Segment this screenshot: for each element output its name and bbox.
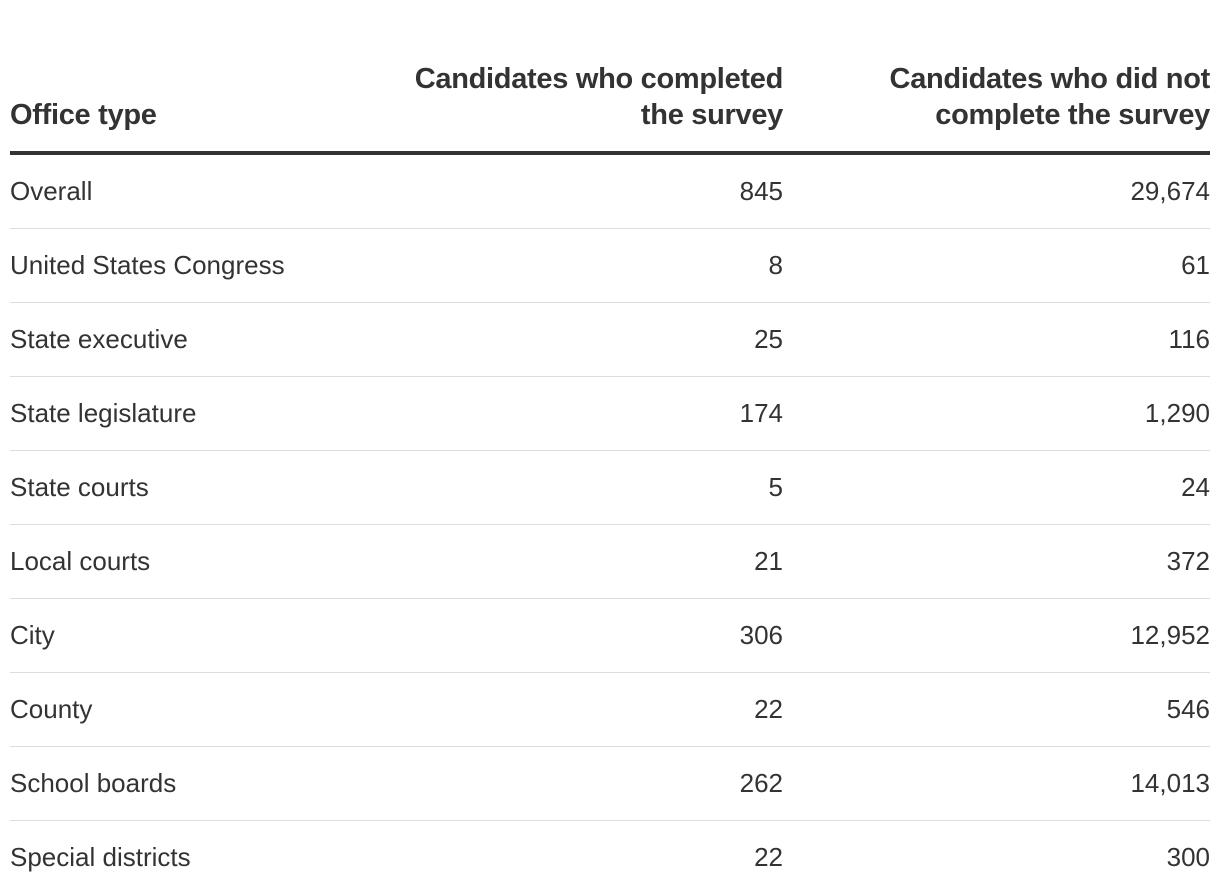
office-type-cell: City <box>10 599 390 673</box>
completed-count-cell: 306 <box>390 599 783 673</box>
completed-count-cell: 5 <box>390 451 783 525</box>
table-row: City 306 12,952 <box>10 599 1210 673</box>
not-completed-count-cell: 12,952 <box>783 599 1210 673</box>
table-row: Local courts 21 372 <box>10 525 1210 599</box>
not-completed-count-cell: 14,013 <box>783 747 1210 821</box>
completed-count-cell: 8 <box>390 229 783 303</box>
not-completed-count-cell: 1,290 <box>783 377 1210 451</box>
office-type-cell: State legislature <box>10 377 390 451</box>
table-row: State legislature 174 1,290 <box>10 377 1210 451</box>
column-header-completed: Candidates who completed the survey <box>390 0 783 153</box>
office-type-cell: State courts <box>10 451 390 525</box>
table-row: Overall 845 29,674 <box>10 153 1210 229</box>
table-body: Overall 845 29,674 United States Congres… <box>10 153 1210 894</box>
not-completed-count-cell: 300 <box>783 821 1210 894</box>
completed-count-cell: 845 <box>390 153 783 229</box>
office-type-cell: Local courts <box>10 525 390 599</box>
table-row: School boards 262 14,013 <box>10 747 1210 821</box>
header-row: Office type Candidates who completed the… <box>10 0 1210 153</box>
not-completed-count-cell: 116 <box>783 303 1210 377</box>
completed-count-cell: 25 <box>390 303 783 377</box>
table-row: County 22 546 <box>10 673 1210 747</box>
table-row: United States Congress 8 61 <box>10 229 1210 303</box>
not-completed-count-cell: 546 <box>783 673 1210 747</box>
not-completed-count-cell: 24 <box>783 451 1210 525</box>
office-type-cell: Overall <box>10 153 390 229</box>
not-completed-count-cell: 372 <box>783 525 1210 599</box>
office-type-cell: County <box>10 673 390 747</box>
table-row: Special districts 22 300 <box>10 821 1210 894</box>
column-header-not-completed: Candidates who did not complete the surv… <box>783 0 1210 153</box>
survey-table-container: Office type Candidates who completed the… <box>10 0 1210 894</box>
office-type-cell: United States Congress <box>10 229 390 303</box>
not-completed-count-cell: 29,674 <box>783 153 1210 229</box>
column-header-office-type: Office type <box>10 0 390 153</box>
office-type-cell: Special districts <box>10 821 390 894</box>
survey-completion-table: Office type Candidates who completed the… <box>10 0 1210 894</box>
table-header: Office type Candidates who completed the… <box>10 0 1210 153</box>
office-type-cell: State executive <box>10 303 390 377</box>
completed-count-cell: 22 <box>390 821 783 894</box>
completed-count-cell: 174 <box>390 377 783 451</box>
completed-count-cell: 22 <box>390 673 783 747</box>
completed-count-cell: 262 <box>390 747 783 821</box>
completed-count-cell: 21 <box>390 525 783 599</box>
office-type-cell: School boards <box>10 747 390 821</box>
table-row: State courts 5 24 <box>10 451 1210 525</box>
not-completed-count-cell: 61 <box>783 229 1210 303</box>
table-row: State executive 25 116 <box>10 303 1210 377</box>
